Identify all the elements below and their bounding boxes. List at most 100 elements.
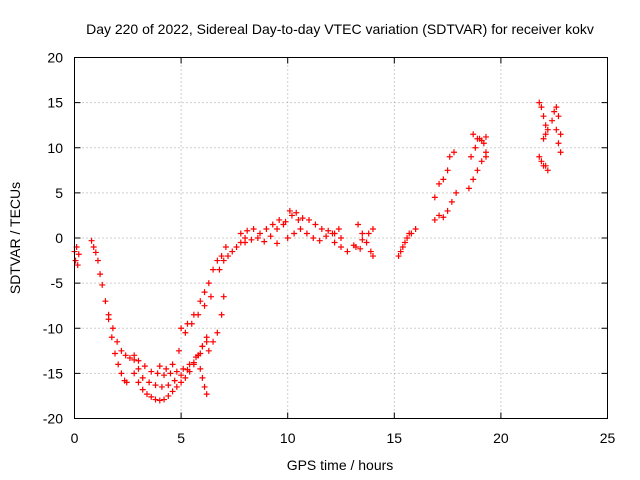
data-point [286, 207, 293, 214]
data-point [201, 289, 208, 296]
data-point [338, 235, 344, 241]
y-axis-label: SDTVAR / TECUs [7, 182, 23, 294]
data-point [97, 271, 104, 278]
chart-title: Day 220 of 2022, Sidereal Day-to-day VTE… [86, 21, 594, 37]
data-point [303, 230, 310, 237]
data-point [74, 262, 81, 269]
data-point [201, 302, 208, 309]
data-point [395, 253, 402, 260]
data-point [555, 140, 562, 147]
data-point [551, 108, 558, 115]
data-point [214, 257, 221, 264]
data-point [102, 298, 109, 305]
data-point [220, 293, 227, 300]
data-point [152, 396, 159, 403]
y-tick-label: 10 [47, 140, 63, 156]
data-point [369, 225, 376, 232]
data-point [169, 361, 176, 368]
data-point [472, 144, 479, 151]
data-point [72, 257, 79, 264]
data-point [436, 180, 443, 187]
data-point [470, 176, 477, 183]
data-point [431, 194, 438, 201]
data-point [218, 311, 225, 318]
data-point [205, 347, 212, 354]
data-point [112, 350, 119, 357]
y-tick-label: -15 [43, 365, 63, 381]
data-point [233, 244, 240, 251]
data-point [197, 365, 204, 372]
data-point [352, 244, 359, 251]
data-point [173, 383, 180, 390]
data-point [201, 383, 208, 390]
data-point [122, 352, 129, 359]
x-tick-label: 10 [280, 430, 296, 446]
data-point [344, 248, 351, 255]
data-point [190, 359, 197, 366]
data-point [363, 239, 370, 246]
x-tick-label: 0 [71, 430, 79, 446]
data-point [542, 131, 549, 138]
data-point [284, 235, 291, 241]
data-point [118, 370, 125, 377]
data-point [323, 233, 330, 240]
data-point [195, 352, 202, 359]
data-point [210, 266, 217, 273]
data-point [90, 244, 97, 251]
data-point [108, 334, 115, 341]
data-point [293, 209, 300, 216]
data-point [131, 352, 138, 359]
data-point [544, 167, 551, 174]
data-point [184, 320, 191, 327]
data-point [180, 365, 187, 372]
data-point [178, 325, 185, 332]
data-point [171, 377, 178, 384]
y-tick-label: 15 [47, 95, 63, 111]
data-point [468, 153, 475, 160]
data-point [299, 215, 306, 222]
data-point [169, 388, 176, 395]
data-point [203, 338, 210, 345]
data-point [161, 372, 168, 379]
data-point [178, 379, 185, 386]
y-tick-label: -5 [51, 275, 64, 291]
x-axis-label: GPS time / hours [287, 457, 394, 473]
data-point [355, 221, 362, 228]
data-point [329, 230, 336, 237]
data-point [444, 207, 451, 214]
data-point [291, 230, 298, 237]
data-point [163, 365, 170, 372]
data-point [261, 238, 268, 245]
data-point [367, 248, 374, 255]
data-point [440, 176, 447, 183]
data-point [139, 374, 146, 381]
data-point [448, 198, 455, 205]
data-point [325, 227, 332, 234]
data-point [156, 397, 163, 404]
y-tick-label: -10 [43, 320, 63, 336]
data-point [536, 153, 543, 160]
data-point [109, 325, 116, 332]
x-tick-label: 15 [387, 430, 403, 446]
data-point [412, 225, 419, 232]
data-point [123, 379, 130, 386]
data-point [482, 153, 489, 160]
data-point [146, 379, 153, 386]
data-point [75, 251, 82, 258]
data-point [555, 113, 562, 120]
data-point [549, 117, 556, 124]
data-point [540, 135, 547, 142]
data-point [280, 221, 287, 228]
data-point [295, 216, 302, 223]
data-point [135, 365, 142, 372]
data-point [544, 126, 551, 133]
data-point [318, 225, 325, 232]
data-point [331, 239, 338, 246]
data-point [190, 311, 197, 318]
data-point [148, 368, 155, 375]
data-point [474, 135, 481, 142]
data-point [478, 158, 485, 165]
data-point [306, 216, 313, 223]
data-point [210, 338, 217, 345]
data-point [474, 167, 481, 174]
